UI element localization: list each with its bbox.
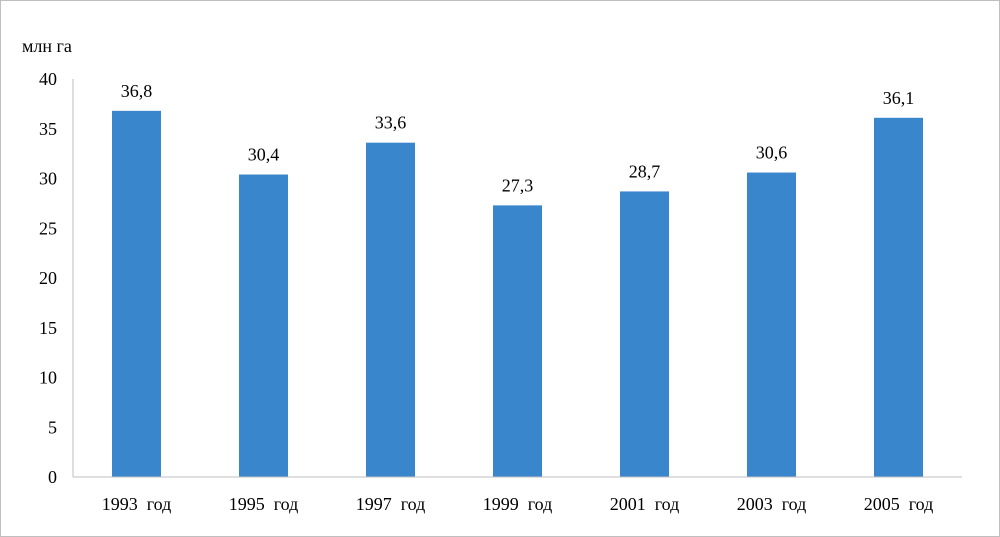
data-label: 33,6 (375, 113, 407, 133)
y-tick-label: 20 (39, 268, 57, 288)
data-labels-group: 36,8 30,4 33,6 27,3 28,7 30,6 36,1 (121, 81, 915, 196)
y-tick-label: 5 (48, 417, 57, 437)
y-tick-label: 0 (48, 467, 57, 487)
data-label: 28,7 (629, 161, 661, 181)
y-tick-label: 40 (39, 69, 57, 89)
y-tick-label: 25 (39, 218, 57, 238)
bar (620, 191, 669, 477)
bars-group (112, 110, 923, 478)
y-axis-ticks: 0 5 10 15 20 25 30 35 40 (39, 69, 57, 487)
data-label: 30,6 (756, 143, 788, 163)
bar (366, 142, 415, 477)
y-tick-label: 35 (39, 119, 57, 139)
y-tick-label: 15 (39, 318, 57, 338)
bar (239, 174, 288, 477)
y-tick-label: 30 (39, 169, 57, 189)
x-axis-ticks: 1993 год 1995 год 1997 год 1999 год 2001 год… (102, 494, 934, 514)
x-tick-label: 1995 год (229, 494, 299, 514)
bar (112, 110, 161, 477)
y-tick-label: 10 (39, 368, 57, 388)
x-tick-label: 2003 год (737, 494, 807, 514)
x-tick-label: 1997 год (356, 494, 426, 514)
y-axis-unit-label: млн га (22, 36, 72, 56)
bar (493, 205, 542, 478)
data-label: 30,4 (248, 145, 280, 165)
x-tick-label: 2001 год (610, 494, 680, 514)
x-tick-label: 1999 год (483, 494, 553, 514)
bar (874, 117, 923, 478)
x-tick-label: 2005 год (864, 494, 934, 514)
bar (747, 172, 796, 477)
data-label: 36,8 (121, 81, 153, 101)
data-label: 36,1 (883, 88, 915, 108)
x-tick-label: 1993 год (102, 494, 172, 514)
data-label: 27,3 (502, 175, 534, 195)
